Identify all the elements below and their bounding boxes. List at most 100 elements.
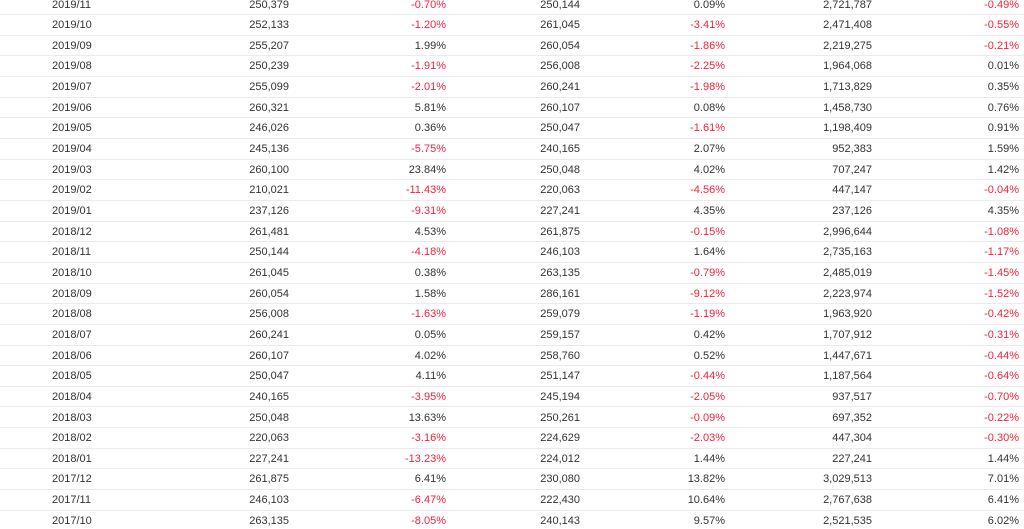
value-cell: 246,103 [249, 494, 289, 507]
value-cell: 23.84% [408, 163, 446, 176]
value-cell: 250,239 [249, 60, 289, 73]
value-cell: 0.52% [693, 349, 725, 362]
table-row: 2019/06 260,321 5.81% 260,107 0.08% 1,458,730… [0, 98, 1024, 119]
value-cell: 2,767,638 [823, 494, 872, 507]
value-cell: 1,713,829 [823, 81, 872, 94]
value-cell: 261,875 [249, 473, 289, 486]
month-cell: 2018/06 [52, 349, 92, 362]
value-cell: 259,079 [540, 308, 580, 321]
value-cell: 1,963,920 [823, 308, 872, 321]
month-cell: 2019/04 [52, 143, 92, 156]
value-cell: -0.49% [984, 0, 1019, 11]
value-cell: 250,144 [249, 246, 289, 259]
value-cell: 447,147 [832, 184, 872, 197]
value-cell: 0.38% [414, 266, 446, 279]
value-cell: -1.91% [411, 60, 446, 73]
value-cell: 1.64% [693, 246, 725, 259]
value-cell: 210,021 [249, 184, 289, 197]
value-cell: -1.08% [984, 225, 1019, 238]
value-cell: 256,008 [540, 60, 580, 73]
value-cell: -0.31% [984, 328, 1019, 341]
value-cell: 10.64% [687, 494, 725, 507]
value-cell: 250,144 [540, 0, 580, 11]
value-cell: 260,241 [249, 328, 289, 341]
month-cell: 2018/02 [52, 432, 92, 445]
value-cell: 246,026 [249, 122, 289, 135]
value-cell: 255,099 [249, 81, 289, 94]
table-row: 2019/05 246,026 0.36% 250,047 -1.61% 1,198,40… [0, 118, 1024, 140]
value-cell: 7.01% [987, 473, 1019, 486]
month-cell: 2019/05 [52, 122, 92, 135]
value-cell: 2.07% [693, 143, 725, 156]
value-cell: 227,241 [540, 205, 580, 217]
value-cell: 245,194 [540, 390, 580, 403]
table-row: 2018/11 250,144 -4.18% 246,103 1.64% 2,735,16… [0, 242, 1024, 263]
value-cell: 4.35% [987, 205, 1019, 217]
value-cell: -1.98% [690, 81, 725, 94]
table-row: 2019/08 250,239 -1.91% 256,008 -2.25% 1,964,0… [0, 56, 1024, 78]
value-cell: 261,045 [249, 266, 289, 279]
value-cell: 2,996,644 [823, 225, 872, 238]
value-cell: 263,135 [540, 266, 580, 279]
month-cell: 2019/10 [52, 19, 92, 32]
value-cell: -4.18% [411, 246, 446, 259]
month-cell: 2018/12 [52, 225, 92, 238]
value-cell: 230,080 [540, 473, 580, 486]
value-cell: 227,241 [249, 452, 289, 465]
value-cell: 245,136 [249, 143, 289, 156]
value-cell: -1.17% [984, 246, 1019, 259]
value-cell: 260,107 [249, 349, 289, 362]
month-cell: 2018/11 [52, 246, 91, 259]
month-cell: 2019/08 [52, 60, 92, 73]
value-cell: -0.09% [690, 411, 725, 424]
value-cell: 260,100 [249, 163, 289, 176]
value-cell: 224,629 [540, 432, 580, 445]
value-cell: 250,048 [540, 163, 580, 176]
value-cell: -11.43% [405, 184, 446, 197]
month-cell: 2019/01 [52, 205, 92, 217]
value-cell: 1.44% [987, 452, 1019, 465]
month-cell: 2019/02 [52, 184, 92, 197]
value-cell: -0.64% [984, 370, 1019, 383]
value-cell: 1.44% [693, 452, 725, 465]
value-cell: 259,157 [540, 328, 580, 341]
table-row: 2018/12 261,481 4.53% 261,875 -0.15% 2,996,64… [0, 222, 1024, 243]
value-cell: 260,054 [540, 39, 580, 52]
value-cell: 260,054 [249, 287, 289, 300]
value-cell: -0.44% [690, 370, 725, 383]
table-row: 2018/05 250,047 4.11% 251,147 -0.44% 1,187,56… [0, 366, 1024, 387]
table-row: 2018/06 260,107 4.02% 258,760 0.52% 1,447,671… [0, 346, 1024, 367]
value-cell: -3.41% [690, 19, 725, 32]
value-cell: 6.41% [414, 473, 446, 486]
value-cell: 260,321 [249, 101, 289, 114]
value-cell: 1,707,912 [823, 328, 872, 341]
value-cell: 707,247 [832, 163, 872, 176]
table-row: 2018/03 250,048 13.63% 250,261 -0.09% 697,352… [0, 408, 1024, 429]
value-cell: 0.35% [987, 81, 1019, 94]
value-cell: 0.09% [693, 0, 725, 11]
month-cell: 2018/03 [52, 411, 92, 424]
value-cell: 2,471,408 [823, 19, 872, 32]
value-cell: 13.63% [408, 411, 446, 424]
value-cell: -1.61% [690, 122, 725, 135]
value-cell: 2,735,163 [823, 246, 872, 259]
table-row: 2018/02 220,063 -3.16% 224,629 -2.03% 447,304… [0, 428, 1024, 449]
value-cell: 0.91% [987, 122, 1019, 135]
value-cell: 2,219,275 [823, 39, 872, 52]
value-cell: -13.23% [405, 452, 446, 465]
value-cell: 6.41% [987, 494, 1019, 507]
table-row: 2018/10 261,045 0.38% 263,135 -0.79% 2,485,01… [0, 263, 1024, 284]
month-cell: 2017/10 [52, 514, 92, 527]
value-cell: 261,045 [540, 19, 580, 32]
table-row: 2019/07 255,099 -2.01% 260,241 -1.98% 1,713,8… [0, 77, 1024, 98]
value-cell: 937,517 [832, 390, 872, 403]
value-cell: 286,161 [540, 287, 580, 300]
value-cell: -0.44% [984, 349, 1019, 362]
value-cell: -0.04% [984, 184, 1019, 197]
value-cell: 1,447,671 [823, 349, 872, 362]
table-row: 2018/07 260,241 0.05% 259,157 0.42% 1,707,912… [0, 325, 1024, 346]
table-row: 2019/09 255,207 1.99% 260,054 -1.86% 2,219,27… [0, 36, 1024, 57]
month-cell: 2018/09 [52, 287, 92, 300]
value-cell: 260,241 [540, 81, 580, 94]
